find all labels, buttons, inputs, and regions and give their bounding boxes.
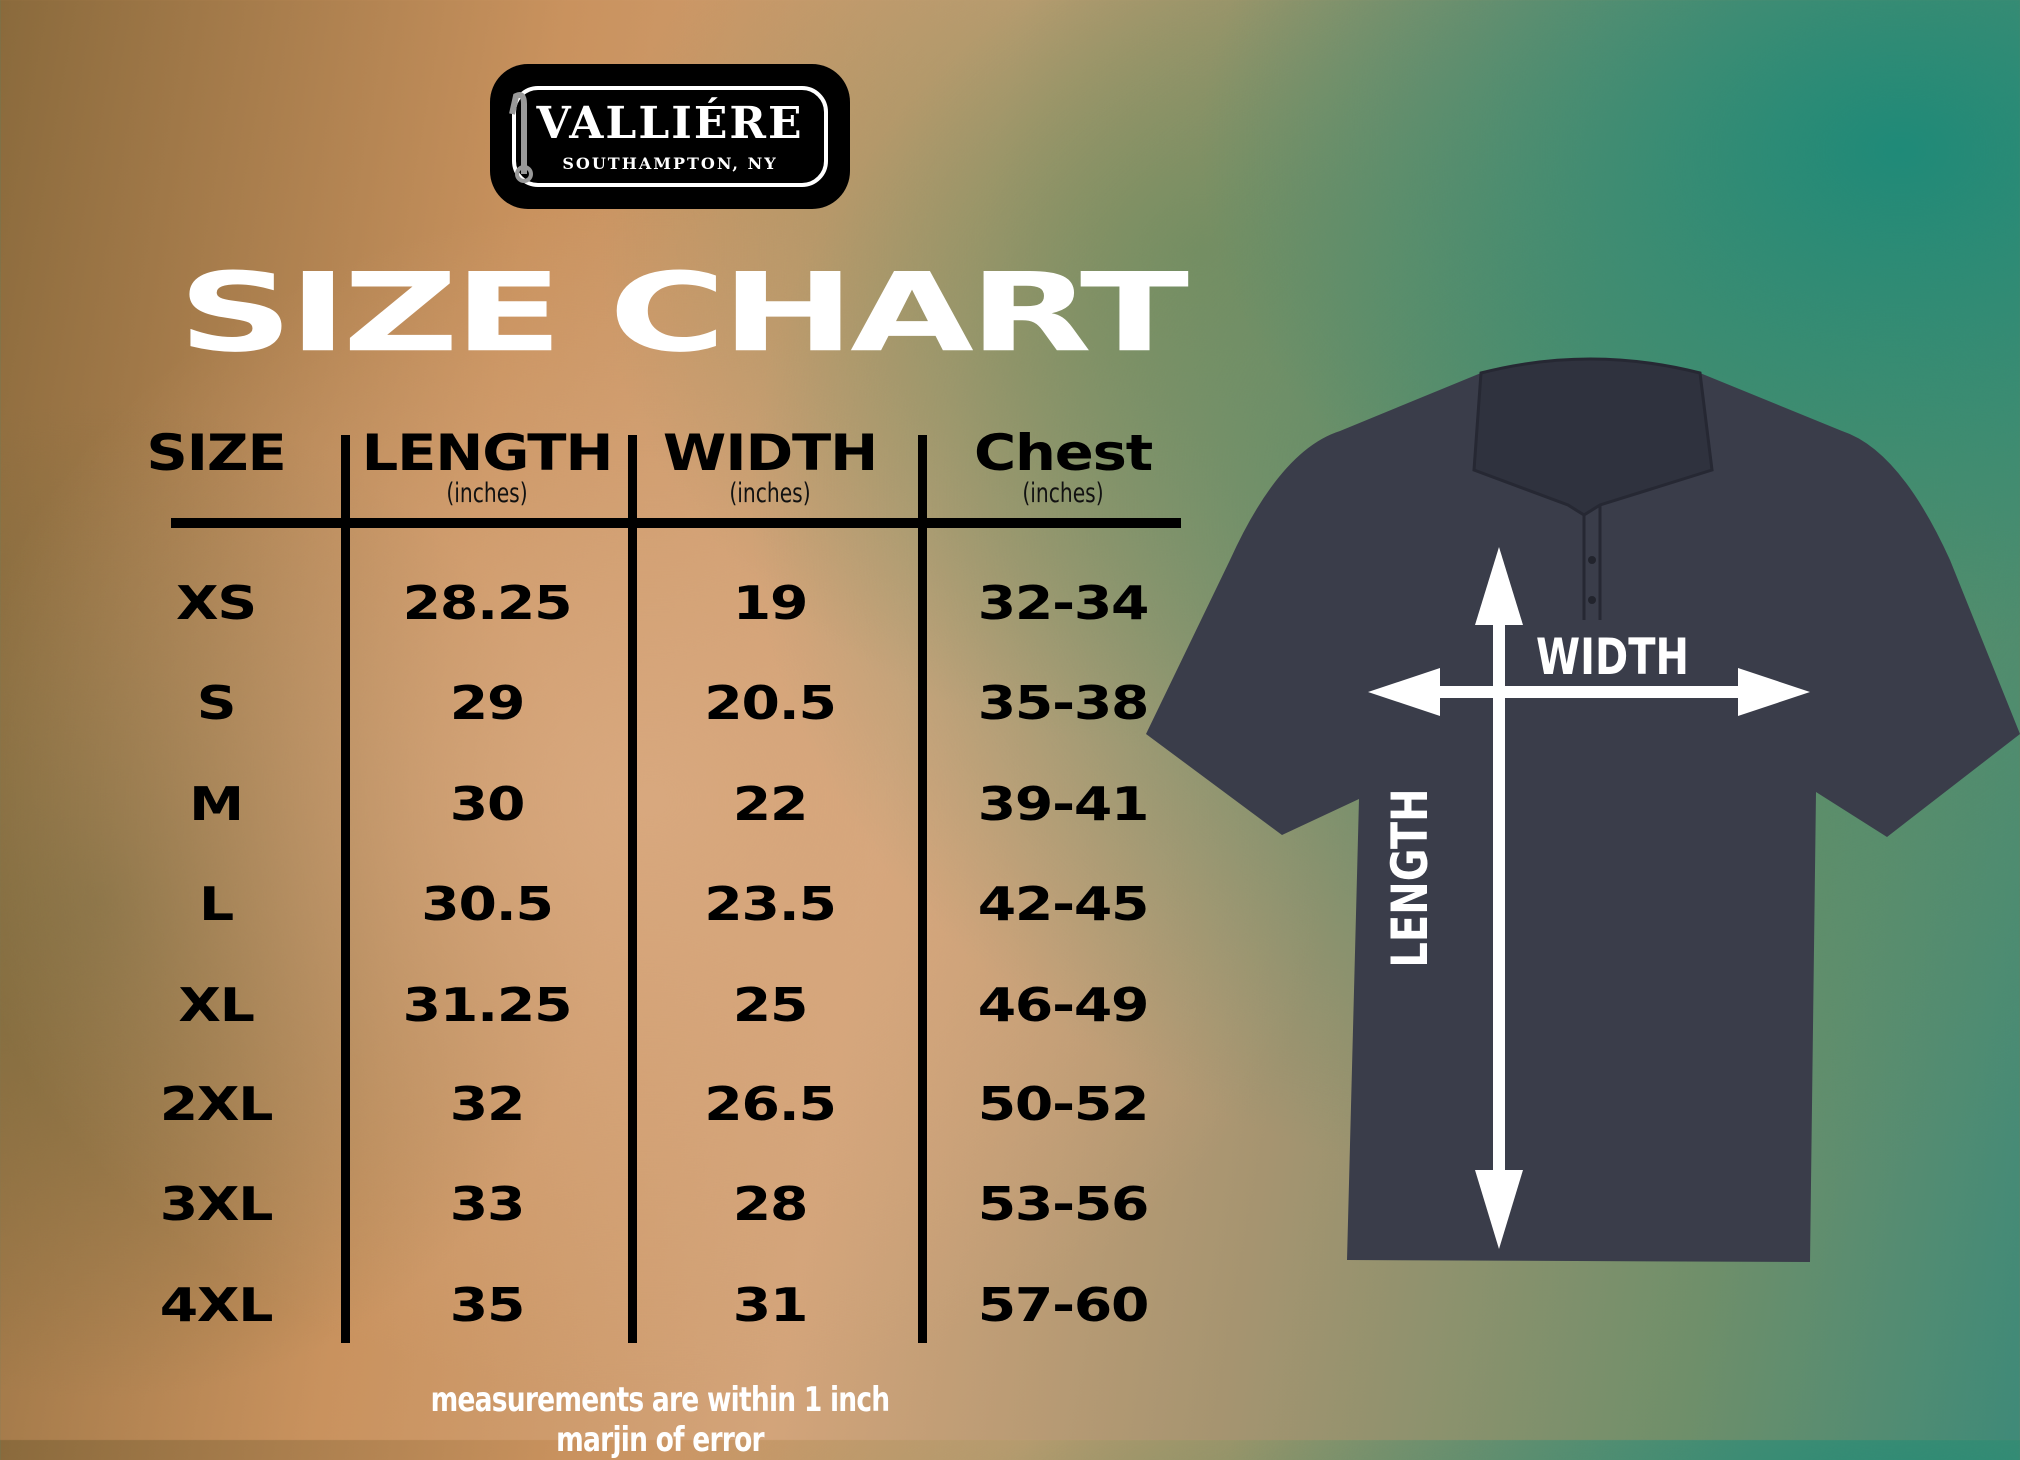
- table-cell: 26.5: [704, 1077, 837, 1131]
- polo-placket: [1582, 505, 1602, 620]
- table-cell: 28.25: [402, 576, 573, 630]
- table-cell: 23.5: [704, 877, 837, 931]
- polo-collar: [1472, 357, 1714, 517]
- width-label: WIDTH: [1536, 628, 1689, 686]
- column-divider: [918, 435, 927, 1343]
- table-cell: 29: [449, 676, 526, 730]
- table-cell: 57-60: [977, 1278, 1150, 1332]
- brand-logo: VALLIÉRE SOUTHAMPTON, NY: [490, 64, 850, 209]
- table-cell: XL: [178, 978, 255, 1032]
- table-cell: 30: [449, 777, 526, 831]
- table-cell: 4XL: [159, 1278, 274, 1332]
- brand-name: VALLIÉRE: [536, 98, 804, 149]
- table-cell: XS: [176, 576, 257, 630]
- header-divider: [171, 518, 1181, 528]
- table-cell: 35-38: [977, 676, 1150, 730]
- table-cell: 46-49: [977, 978, 1150, 1032]
- table-cell: 28: [732, 1177, 809, 1231]
- logo-border: [512, 86, 828, 187]
- header-chest: Chest: [973, 424, 1153, 482]
- table-cell: 25: [732, 978, 809, 1032]
- fishing-hook-icon: [509, 92, 533, 183]
- table-cell: 32-34: [977, 576, 1150, 630]
- table-cell: 2XL: [159, 1077, 274, 1131]
- header-width: WIDTH: [662, 424, 878, 482]
- polo-shirt-body: [1146, 373, 2020, 1262]
- table-cell: 20.5: [704, 676, 837, 730]
- unit-chest: (inches): [1022, 478, 1104, 509]
- unit-length: (inches): [446, 478, 528, 509]
- table-cell: 53-56: [977, 1177, 1150, 1231]
- table-cell: 42-45: [977, 877, 1150, 931]
- table-cell: S: [196, 676, 237, 730]
- unit-width: (inches): [729, 478, 811, 509]
- brand-location: SOUTHAMPTON, NY: [562, 154, 778, 173]
- table-cell: 31.25: [402, 978, 573, 1032]
- button-icon: [1588, 596, 1596, 604]
- table-cell: M: [189, 777, 244, 831]
- table-cell: 19: [732, 576, 809, 630]
- table-cell: 35: [449, 1278, 526, 1332]
- column-divider: [628, 435, 637, 1343]
- table-cell: 33: [449, 1177, 526, 1231]
- table-cell: 39-41: [977, 777, 1150, 831]
- table-cell: 3XL: [159, 1177, 274, 1231]
- length-arrow: [1475, 547, 1523, 1249]
- page-title: SIZE CHART: [177, 250, 1189, 377]
- table-cell: 50-52: [977, 1077, 1150, 1131]
- table-cell: 31: [732, 1278, 809, 1332]
- length-label: LENGTH: [1381, 788, 1439, 968]
- table-cell: 30.5: [421, 877, 554, 931]
- column-divider: [341, 435, 350, 1343]
- header-length: LENGTH: [361, 424, 614, 482]
- table-cell: L: [199, 877, 234, 931]
- table-cell: 32: [449, 1077, 526, 1131]
- header-size: SIZE: [146, 424, 286, 482]
- button-icon: [1588, 556, 1596, 564]
- table-cell: 22: [732, 777, 809, 831]
